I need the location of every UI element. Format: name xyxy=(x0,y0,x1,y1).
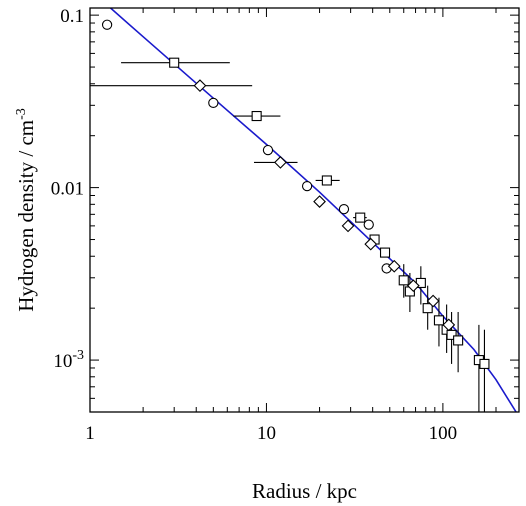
ticks-layer xyxy=(89,8,519,413)
square-marker xyxy=(398,275,409,286)
diamond-marker xyxy=(364,237,378,251)
square-marker xyxy=(453,335,464,346)
error-bars-layer xyxy=(90,62,485,412)
data-points-layer xyxy=(101,19,490,369)
circle-marker xyxy=(101,19,113,30)
tick-labels-layer: 1 10 100 0.1 0.01 10-3 xyxy=(51,6,457,444)
diamond-marker xyxy=(387,259,401,273)
square-marker xyxy=(169,57,180,68)
diamond-marker xyxy=(426,294,440,308)
diamond-marker xyxy=(406,279,420,293)
y-tick-label: 0.1 xyxy=(60,6,84,27)
square-marker xyxy=(446,329,457,340)
diamond-marker xyxy=(193,79,207,93)
y-axis-label: Hydrogen density / cm-3 xyxy=(14,108,38,312)
fit-line-layer xyxy=(109,8,517,412)
circle-marker xyxy=(262,144,274,156)
x-tick-label: 100 xyxy=(429,423,458,444)
square-marker xyxy=(355,212,366,223)
diamond-marker xyxy=(274,156,287,169)
square-marker xyxy=(251,110,262,122)
plot-frame xyxy=(89,7,520,413)
circle-marker xyxy=(301,180,313,192)
square-marker xyxy=(479,358,490,369)
square-marker xyxy=(321,175,332,186)
fit-line xyxy=(109,8,517,412)
circle-marker xyxy=(363,219,374,230)
y-axis-label-exponent: -3 xyxy=(14,108,29,120)
y-tick-label: 0.01 xyxy=(51,179,84,200)
x-axis-label: Radius / kpc xyxy=(252,479,357,503)
diamond-marker xyxy=(341,219,355,233)
diamond-marker xyxy=(442,318,456,332)
x-tick-label: 10 xyxy=(257,423,276,444)
y-axis-label-main: Hydrogen density / cm xyxy=(14,120,38,312)
square-marker xyxy=(433,315,445,326)
y-tick-label: 10-3 xyxy=(53,348,84,372)
square-marker xyxy=(422,303,433,314)
square-marker xyxy=(379,247,391,258)
circle-marker xyxy=(338,204,350,215)
diamond-marker xyxy=(313,195,326,208)
circle-marker xyxy=(208,97,219,109)
x-tick-label: 1 xyxy=(85,423,95,444)
